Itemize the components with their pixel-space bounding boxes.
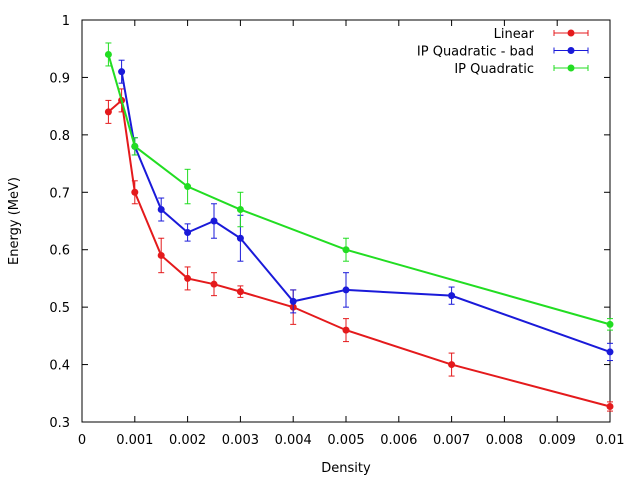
- axis-ticks: 0 0.001 0.002 0.003 0.004 0.005 0.006 0.007 0.00…: [49, 14, 624, 448]
- data-point: [184, 183, 192, 191]
- x-tick-label: 0.006: [380, 433, 417, 448]
- data-point: [342, 246, 350, 254]
- data-point: [104, 108, 112, 116]
- data-point: [289, 297, 297, 305]
- data-point: [118, 68, 126, 76]
- data-point: [184, 274, 192, 282]
- y-axis-title: Energy (MeV): [7, 177, 22, 265]
- data-point: [342, 286, 350, 294]
- x-tick-label: 0.01: [596, 433, 625, 448]
- y-tick-label: 0.4: [49, 359, 70, 374]
- legend: Linear IP Quadratic - bad IP Quadratic: [417, 27, 589, 77]
- x-tick-label: 0.009: [539, 433, 576, 448]
- legend-label: IP Quadratic: [454, 62, 534, 77]
- legend-swatch-point: [567, 64, 575, 72]
- series-line: [107, 54, 611, 326]
- x-tick-label: 0.001: [116, 433, 153, 448]
- data-point: [342, 326, 350, 334]
- x-tick-label: 0.008: [486, 433, 523, 448]
- y-tick-label: 0.7: [49, 186, 70, 201]
- x-tick-label: 0.007: [433, 433, 470, 448]
- data-point: [448, 292, 456, 300]
- series-2: [104, 42, 614, 331]
- data-point: [236, 234, 244, 242]
- series-layer: [104, 42, 614, 412]
- y-tick-label: 0.6: [49, 244, 70, 259]
- legend-swatch-point: [567, 47, 575, 54]
- data-point: [606, 348, 614, 356]
- data-point: [236, 206, 244, 214]
- data-point: [606, 402, 614, 410]
- x-axis-title: Density: [321, 461, 371, 476]
- data-point: [210, 217, 218, 225]
- data-point: [104, 50, 112, 58]
- series-1: [118, 59, 614, 362]
- data-point: [131, 188, 139, 196]
- data-point: [157, 206, 165, 214]
- data-point: [606, 320, 614, 328]
- y-tick-label: 0.9: [49, 71, 70, 86]
- y-tick-label: 0.8: [49, 129, 70, 144]
- legend-label: Linear: [494, 27, 535, 42]
- x-tick-label: 0.002: [169, 433, 206, 448]
- legend-label: IP Quadratic - bad: [417, 45, 534, 60]
- y-tick-label: 0.3: [49, 416, 70, 431]
- x-tick-label: 0.003: [222, 433, 259, 448]
- series-line: [120, 71, 611, 353]
- series-0: [104, 88, 614, 412]
- data-point: [131, 142, 139, 150]
- data-point: [210, 280, 218, 288]
- y-tick-label: 1: [62, 14, 70, 29]
- data-point: [184, 228, 192, 236]
- x-tick-label: 0.005: [327, 433, 364, 448]
- y-tick-label: 0.5: [49, 301, 70, 316]
- legend-swatch-point: [567, 29, 575, 37]
- data-point: [157, 251, 165, 259]
- x-tick-label: 0: [78, 433, 86, 448]
- data-point: [448, 361, 456, 369]
- x-tick-label: 0.004: [275, 433, 312, 448]
- data-point: [236, 288, 244, 296]
